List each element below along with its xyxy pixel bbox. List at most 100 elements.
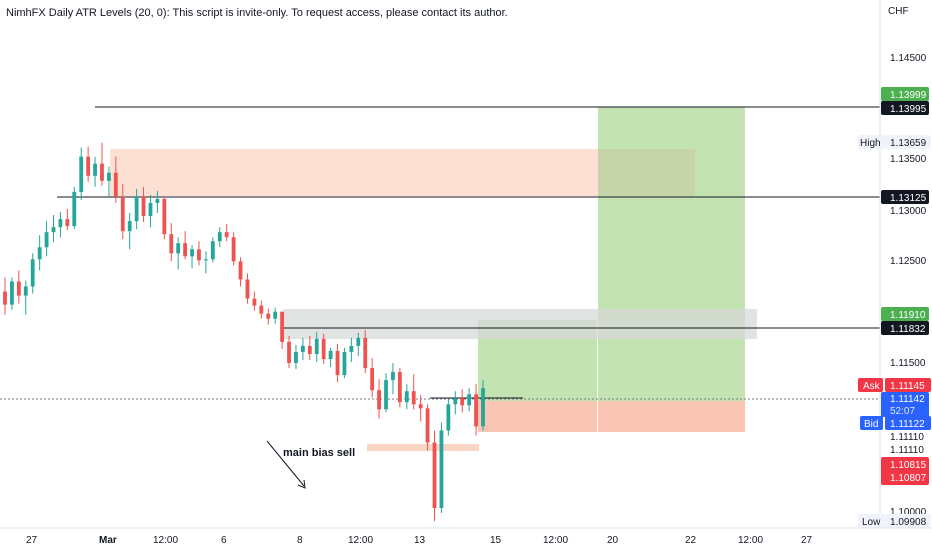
candle-body[interactable] xyxy=(446,404,451,431)
candle-body[interactable] xyxy=(176,243,181,254)
candle-body[interactable] xyxy=(224,232,229,238)
candle-body[interactable] xyxy=(287,341,291,364)
green-mid-label xyxy=(881,307,929,321)
countdown-text: 52:07 xyxy=(890,406,915,417)
candle-body[interactable] xyxy=(37,247,42,260)
candle-body[interactable] xyxy=(190,249,194,257)
candle-body[interactable] xyxy=(370,368,375,391)
candle-body[interactable] xyxy=(300,345,305,352)
candle-body[interactable] xyxy=(307,345,312,354)
candle-body[interactable] xyxy=(86,156,91,176)
candle-body[interactable] xyxy=(127,221,132,232)
candle-body[interactable] xyxy=(467,394,472,406)
high-value-label xyxy=(885,135,931,149)
last-price-label xyxy=(881,392,929,417)
candle-body[interactable] xyxy=(65,219,70,227)
candle-body[interactable] xyxy=(44,232,49,248)
x-tick-label: Mar xyxy=(99,535,117,546)
candle-body[interactable] xyxy=(273,311,278,319)
candle-body[interactable] xyxy=(217,232,222,242)
candle-body[interactable] xyxy=(72,191,77,227)
candle-body[interactable] xyxy=(210,241,215,260)
low-value-label xyxy=(885,514,931,528)
candle-body[interactable] xyxy=(120,196,125,232)
y-tick-label: 1.11110 xyxy=(890,445,924,456)
candle-body[interactable] xyxy=(481,388,485,427)
arrow-head-icon xyxy=(297,479,306,489)
indicator-title: NimhFX Daily ATR Levels (20, 0): This sc… xyxy=(6,7,508,19)
candle-body[interactable] xyxy=(252,298,257,306)
low-value-text: 1.09908 xyxy=(890,517,927,528)
candle-body[interactable] xyxy=(231,237,236,262)
candle-body[interactable] xyxy=(425,408,430,443)
candle-body[interactable] xyxy=(197,249,201,261)
y-tick-label: 1.11500 xyxy=(890,358,926,369)
candle-body[interactable] xyxy=(377,390,381,410)
candle-body[interactable] xyxy=(16,281,21,296)
loss-zone-short xyxy=(478,401,597,432)
candle-body[interactable] xyxy=(397,372,402,403)
supply-zone xyxy=(110,149,695,196)
candle-body[interactable] xyxy=(58,219,63,228)
candle-body[interactable] xyxy=(203,259,208,261)
candle-body[interactable] xyxy=(51,227,56,233)
x-tick-label: 12:00 xyxy=(738,535,763,546)
candle-body[interactable] xyxy=(134,196,139,222)
x-tick-label: 27 xyxy=(26,535,38,546)
candle-body[interactable] xyxy=(474,394,478,427)
candle-body[interactable] xyxy=(148,202,153,217)
candle-body[interactable] xyxy=(169,234,174,254)
candle-body[interactable] xyxy=(342,351,347,376)
candle-body[interactable] xyxy=(314,338,319,354)
candle-body[interactable] xyxy=(141,196,146,217)
level-3-price-label xyxy=(881,321,929,335)
candle-body[interactable] xyxy=(439,430,444,508)
x-tick-label: 22 xyxy=(685,535,697,546)
candle-body[interactable] xyxy=(432,442,437,508)
time-axis[interactable]: 27 Mar 12:00 6 8 12:00 13 15 12:00 20 22… xyxy=(0,527,932,546)
candle-body[interactable] xyxy=(294,351,298,364)
candle-body[interactable] xyxy=(391,372,395,381)
ask-value-label xyxy=(885,378,931,392)
ask-tag xyxy=(858,378,883,392)
candle-body[interactable] xyxy=(460,398,465,406)
candle-body[interactable] xyxy=(356,337,361,346)
annotation-group[interactable]: main bias sell xyxy=(266,440,355,489)
candle-body[interactable] xyxy=(280,311,285,342)
price-axis[interactable]: CHF 1.14500 1.13500 1.13000 1.12500 1.11… xyxy=(858,0,931,528)
candle-body[interactable] xyxy=(155,198,160,203)
candle-body[interactable] xyxy=(10,281,14,305)
candle-body[interactable] xyxy=(3,291,7,305)
candle-body[interactable] xyxy=(79,156,84,192)
candle-body[interactable] xyxy=(266,313,271,319)
candle-body[interactable] xyxy=(100,163,104,181)
candle-body[interactable] xyxy=(183,243,188,257)
candle-body[interactable] xyxy=(321,338,326,359)
x-tick-label: 15 xyxy=(490,535,502,546)
y-tick-label: 1.12500 xyxy=(890,256,927,267)
candle-body[interactable] xyxy=(238,261,243,280)
candle-body[interactable] xyxy=(259,305,264,314)
candle-body[interactable] xyxy=(453,398,458,405)
candle-body[interactable] xyxy=(23,286,28,296)
candle-body[interactable] xyxy=(404,391,409,403)
candle-body[interactable] xyxy=(411,391,416,405)
candle-body[interactable] xyxy=(349,345,354,352)
x-tick-label: 12:00 xyxy=(153,535,178,546)
candle-body[interactable] xyxy=(418,404,423,409)
candle-body[interactable] xyxy=(363,337,368,369)
candle-body[interactable] xyxy=(245,279,250,299)
candle-body[interactable] xyxy=(335,350,340,376)
bid-value-label xyxy=(885,416,931,430)
candle-body[interactable] xyxy=(107,172,111,181)
candle-body[interactable] xyxy=(162,198,167,235)
candle-body[interactable] xyxy=(328,350,333,359)
levels-layer xyxy=(0,106,880,400)
candle-body[interactable] xyxy=(93,163,97,176)
candle-body[interactable] xyxy=(113,172,118,197)
currency-label: CHF xyxy=(888,6,909,17)
candle-body[interactable] xyxy=(384,380,388,410)
candle-body[interactable] xyxy=(30,259,35,287)
